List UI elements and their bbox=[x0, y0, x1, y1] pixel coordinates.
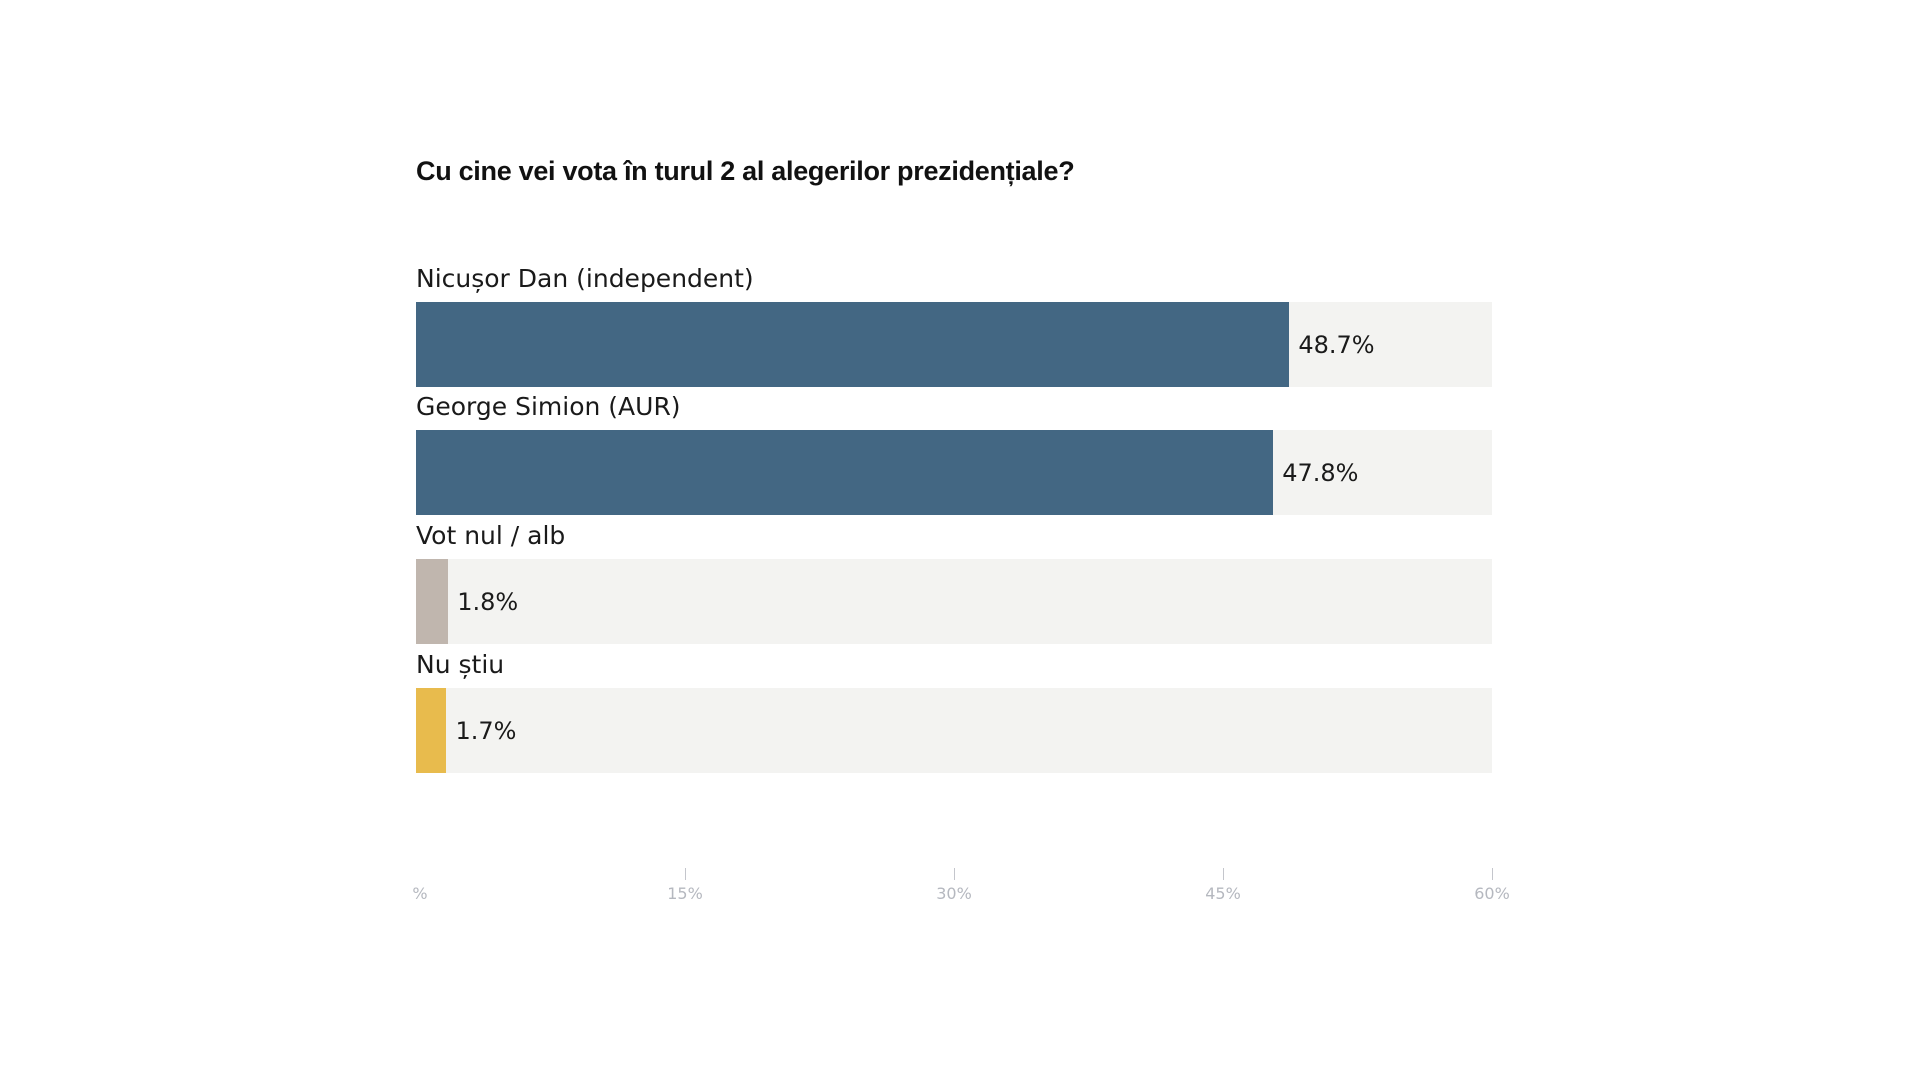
x-axis: % 15% 30% 45% 60% bbox=[412, 868, 1510, 908]
bar bbox=[416, 302, 1290, 387]
x-tick bbox=[1223, 868, 1224, 880]
x-tick-label: 15% bbox=[667, 884, 703, 903]
bar bbox=[416, 430, 1274, 515]
x-tick bbox=[954, 868, 955, 880]
category-label: Nicușor Dan (independent) bbox=[416, 264, 754, 293]
x-tick-label: 45% bbox=[1205, 884, 1241, 903]
data-label: 48.7% bbox=[1298, 330, 1375, 359]
x-tick-label: 30% bbox=[936, 884, 972, 903]
x-tick bbox=[1492, 868, 1493, 880]
data-label: 1.8% bbox=[457, 587, 519, 616]
category-label: Vot nul / alb bbox=[416, 521, 566, 550]
category-label: George Simion (AUR) bbox=[416, 392, 681, 421]
x-tick bbox=[685, 868, 686, 880]
x-tick-label: 60% bbox=[1474, 884, 1510, 903]
data-label: 47.8% bbox=[1282, 458, 1359, 487]
bar-track: 1.8% bbox=[416, 559, 1492, 644]
x-tick-label: % bbox=[412, 884, 428, 903]
bar bbox=[416, 559, 449, 644]
bar-track: 47.8% bbox=[416, 430, 1492, 515]
data-label: 1.7% bbox=[455, 716, 517, 745]
bar bbox=[416, 688, 447, 773]
bar-track: 1.7% bbox=[416, 688, 1492, 773]
bar-track: 48.7% bbox=[416, 302, 1492, 387]
category-label: Nu știu bbox=[416, 650, 505, 679]
chart-title: Cu cine vei vota în turul 2 al alegerilo… bbox=[416, 156, 1075, 186]
